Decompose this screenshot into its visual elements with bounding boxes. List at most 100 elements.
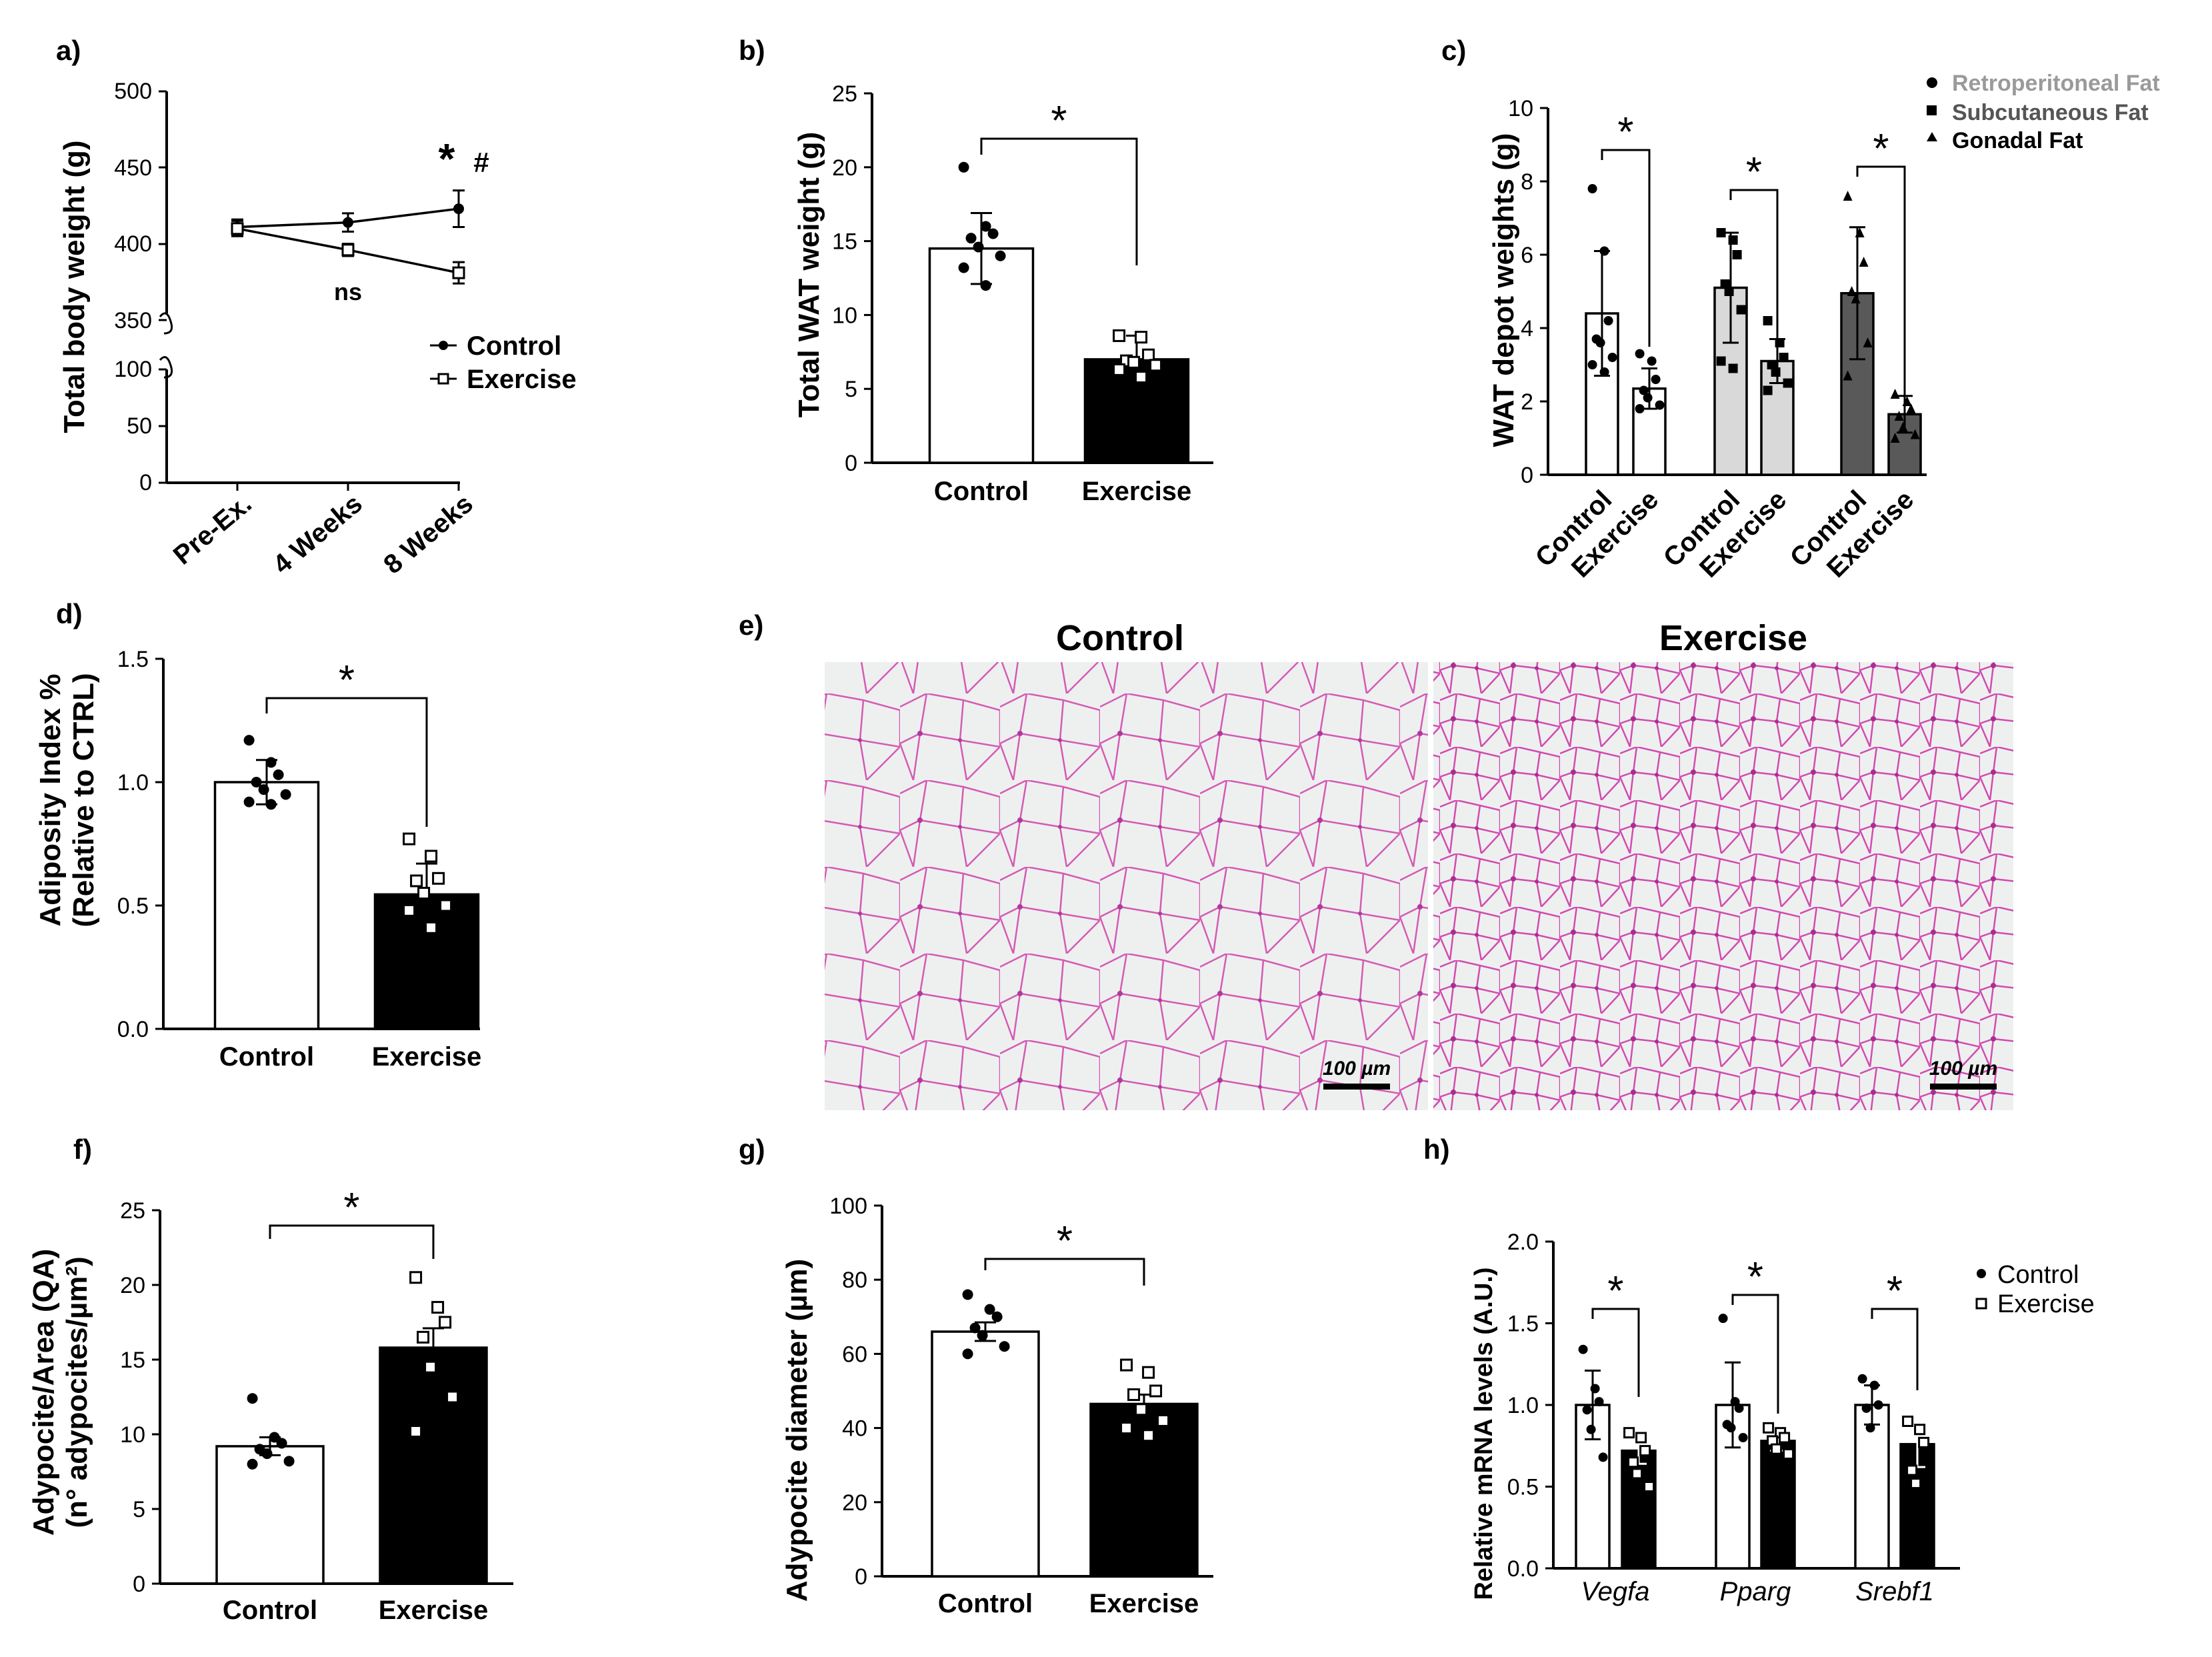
c-legend-subc: Subcutaneous Fat xyxy=(1952,100,2149,125)
c-data-point xyxy=(1728,235,1738,245)
a-xtick: 8 Weeks xyxy=(378,489,478,579)
b-data-point xyxy=(958,262,969,273)
h-data-point xyxy=(1582,1405,1592,1415)
panel-label-a: a) xyxy=(56,35,81,66)
g-ytick: 20 xyxy=(842,1490,867,1516)
b-data-point xyxy=(965,233,977,244)
c-ytick: 2 xyxy=(1521,389,1533,415)
g-data-point xyxy=(962,1348,973,1360)
h-legend: Control Exercise xyxy=(1975,1261,2095,1318)
panel-label-b: b) xyxy=(739,35,765,66)
a-annotation-ns: ns xyxy=(334,278,362,305)
g-xtick: Exercise xyxy=(1089,1589,1199,1618)
f-data-point xyxy=(409,1425,423,1438)
c-data-point xyxy=(1607,353,1617,362)
g-bar xyxy=(931,1330,1040,1578)
c-data-point xyxy=(1651,375,1661,384)
a-legend-marker-control xyxy=(439,341,448,350)
a-data-point xyxy=(343,217,353,228)
d-xtick: Exercise xyxy=(372,1042,482,1072)
c-data-point xyxy=(1771,367,1781,377)
c-ytick: 4 xyxy=(1521,316,1533,341)
a-axis-break-lower xyxy=(159,356,173,379)
b-ytick: 10 xyxy=(832,303,857,328)
h-significance-bracket xyxy=(1871,1308,1919,1390)
d-y-label-2: (Relative to CTRL) xyxy=(67,673,100,927)
h-data-point xyxy=(1873,1400,1883,1410)
c-data-point xyxy=(1643,393,1653,403)
h-plot-area: 0.0 0.5 1.0 1.5 2.0 Vegfa Pparg Srebf1 * * * xyxy=(1507,1230,1960,1606)
g-xtick: Control xyxy=(938,1589,1033,1618)
d-data-point xyxy=(243,796,255,807)
b-xtick: Exercise xyxy=(1082,477,1192,506)
h-data-point xyxy=(1763,1422,1775,1434)
a-ytick: 50 xyxy=(127,413,152,439)
c-significance-bracket xyxy=(1729,189,1779,353)
g-y-label: Adypocite diameter (µm) xyxy=(781,1259,813,1602)
f-y-label-2: (n° adypocites/µm²) xyxy=(61,1256,93,1528)
h-data-point xyxy=(1594,1397,1604,1407)
c-data-point xyxy=(1639,385,1649,395)
b-data-point xyxy=(1135,331,1148,344)
panel-h: h) Relative mRNA levels (A.U.) 0.0 0.5 1.0… xyxy=(1423,1134,2095,1606)
panel-label-c: c) xyxy=(1441,35,1466,66)
f-bar xyxy=(379,1346,488,1585)
c-data-point xyxy=(1736,305,1746,315)
f-ytick: 0 xyxy=(133,1572,145,1597)
g-ytick: 40 xyxy=(842,1416,867,1442)
b-data-point xyxy=(1113,329,1126,342)
c-data-point xyxy=(1898,421,1908,432)
b-plot-area: 0 5 10 15 20 25 Control Exercise * xyxy=(832,81,1213,506)
h-legend-exercise: Exercise xyxy=(1997,1290,2095,1318)
a-data-point xyxy=(231,222,244,235)
panel-c: c) WAT depot weights (g) 0246810ControlE… xyxy=(1441,35,2160,583)
h-data-point xyxy=(1779,1432,1791,1444)
f-data-point xyxy=(261,1448,273,1460)
g-ytick: 60 xyxy=(842,1342,867,1367)
h-data-point xyxy=(1738,1433,1748,1442)
c-data-point xyxy=(1890,389,1900,399)
g-data-point xyxy=(1120,1358,1133,1372)
h-ytick: 0.5 xyxy=(1507,1475,1539,1500)
c-data-point xyxy=(1890,433,1900,443)
a-ytick: 450 xyxy=(114,155,152,181)
c-plot-area: 0246810ControlExerciseControlExerciseCon… xyxy=(1508,96,1927,583)
b-significance-star: * xyxy=(1051,98,1067,144)
b-data-point xyxy=(1135,370,1148,383)
panel-label-h: h) xyxy=(1423,1134,1450,1165)
c-data-point xyxy=(1603,316,1613,325)
histology-title-exercise: Exercise xyxy=(1659,618,1807,658)
d-bar xyxy=(213,781,320,1030)
d-data-point xyxy=(280,789,291,800)
b-data-point xyxy=(958,161,969,173)
h-data-point xyxy=(1783,1448,1795,1460)
g-data-point xyxy=(1142,1429,1155,1442)
b-data-point xyxy=(987,228,999,239)
c-data-point xyxy=(1906,403,1916,413)
a-yticks-upper: 500 450 400 350 xyxy=(114,79,167,333)
g-data-point xyxy=(1120,1422,1133,1435)
h-data-point xyxy=(1869,1380,1879,1390)
h-ytick: 1.5 xyxy=(1507,1312,1539,1337)
h-significance-bracket xyxy=(1731,1294,1779,1414)
c-data-point xyxy=(1728,363,1738,373)
h-xtick: Vegfa xyxy=(1581,1577,1649,1606)
b-data-point xyxy=(980,280,991,291)
c-significance-star: * xyxy=(1746,149,1762,195)
h-data-point xyxy=(1910,1478,1922,1490)
c-data-point xyxy=(1720,279,1730,289)
d-y-label: Adiposity Index % xyxy=(34,674,67,927)
b-data-point xyxy=(980,221,991,232)
f-xtick: Control xyxy=(223,1596,317,1625)
c-significance-star: * xyxy=(1873,126,1889,172)
h-legend-control: Control xyxy=(1997,1261,2079,1289)
c-legend: Retroperitoneal Fat Subcutaneous Fat Gon… xyxy=(1927,71,2160,153)
d-data-point xyxy=(403,904,416,917)
g-data-point xyxy=(1127,1388,1141,1402)
h-data-point xyxy=(1586,1424,1596,1434)
g-significance-star: * xyxy=(1057,1218,1073,1264)
h-data-point xyxy=(1627,1456,1639,1468)
c-data-point xyxy=(1847,286,1857,296)
d-ytick: 0.0 xyxy=(117,1017,149,1042)
